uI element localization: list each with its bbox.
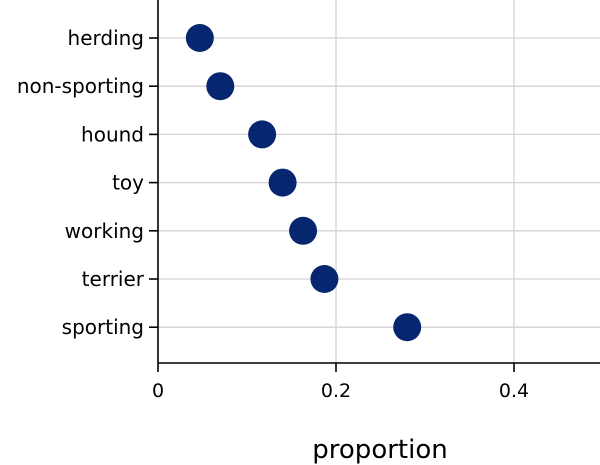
x-tick-label: 0.4	[499, 380, 529, 402]
data-points	[185, 24, 422, 342]
data-point-sporting	[393, 313, 422, 342]
x-axis-title: proportion	[312, 435, 447, 465]
gridlines	[158, 0, 600, 363]
y-tick-label-sporting: sporting	[62, 315, 144, 339]
y-tick-label-non-sporting: non-sporting	[17, 74, 144, 98]
data-point-toy	[268, 168, 297, 197]
data-point-terrier	[310, 265, 339, 293]
y-tick-label-hound: hound	[81, 122, 144, 146]
y-tick-label-working: working	[65, 219, 144, 243]
x-tick-label: 0	[152, 380, 164, 402]
data-point-herding	[185, 24, 214, 52]
data-point-hound	[248, 120, 277, 149]
y-tick-label-toy: toy	[112, 171, 144, 195]
y-tick-label-terrier: terrier	[82, 267, 145, 291]
data-point-working	[289, 216, 318, 245]
data-point-non-sporting	[206, 72, 235, 101]
x-tick-label: 0.2	[321, 380, 351, 402]
y-tick-label-herding: herding	[68, 26, 144, 50]
axes: herding non-sporting hound toy working terrie…	[17, 0, 600, 402]
